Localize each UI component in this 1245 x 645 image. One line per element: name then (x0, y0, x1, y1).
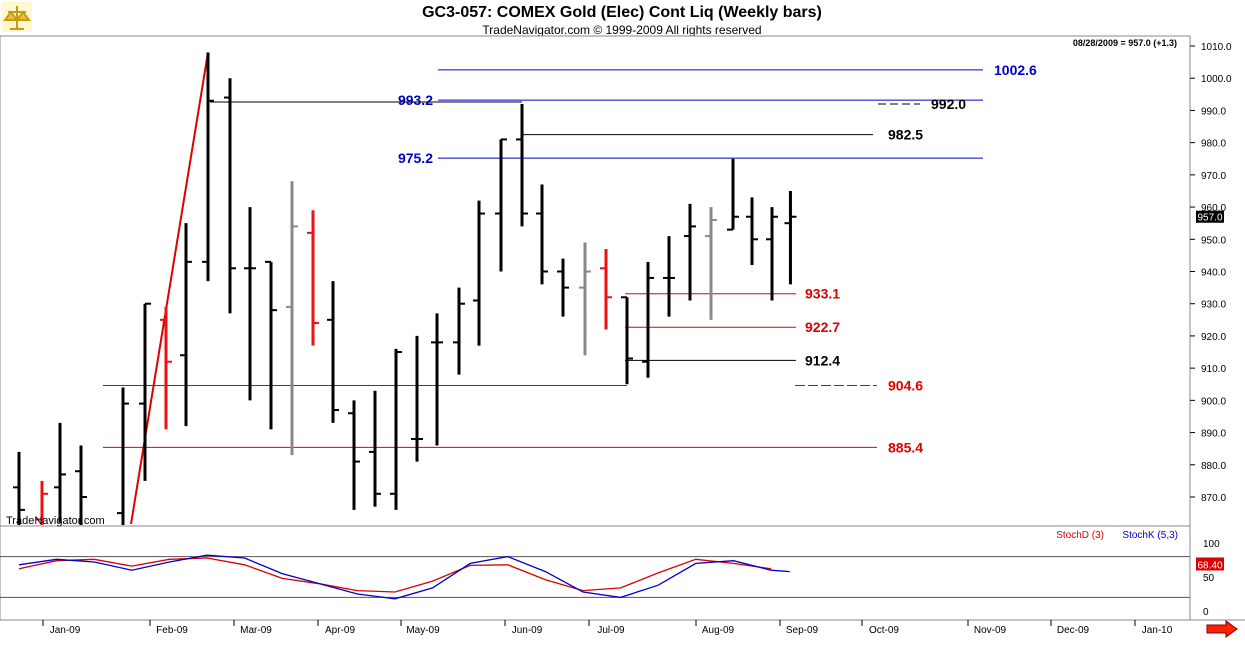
x-tick-label: Jul-09 (597, 625, 625, 636)
x-tick-label: Mar-09 (240, 625, 272, 636)
price-panel: 870.0 880.0 890.0 900.0 910.0 920.0 930.0 940.0… (13, 42, 1232, 636)
level-label: 975.2 (398, 150, 433, 166)
y-tick-label: 990.0 (1201, 106, 1226, 117)
x-tick-label: Apr-09 (325, 625, 355, 636)
stoch-series-line (18, 554, 790, 600)
x-tick-label: Feb-09 (156, 625, 188, 636)
level-label: 933.1 (805, 286, 840, 302)
y-tick-label: 900.0 (1201, 396, 1226, 407)
level-label: 922.7 (805, 319, 840, 335)
x-tick-label: Nov-09 (974, 625, 1007, 636)
level-label: 982.5 (888, 127, 923, 143)
y-tick-label: 1010.0 (1201, 42, 1232, 53)
price-panel-frame (0, 35, 1191, 527)
y-tick-label: 940.0 (1201, 268, 1226, 279)
y-tick-label: 930.0 (1201, 300, 1226, 311)
stoch-panel-frame (0, 525, 1191, 621)
x-tick-label: Jan-09 (50, 625, 81, 636)
logo-scale-icon (2, 2, 32, 32)
level-label: 904.6 (888, 378, 923, 394)
y-tick-label: 960.0 (1201, 203, 1226, 214)
y-tick-label: 870.0 (1201, 493, 1226, 504)
y-tick-label: 970.0 (1201, 171, 1226, 182)
x-tick-label: Sep-09 (786, 625, 819, 636)
x-tick-label: Aug-09 (702, 625, 735, 636)
y-tick-label: 910.0 (1201, 364, 1226, 375)
scroll-right-arrow-icon[interactable] (1206, 620, 1238, 638)
watermark: TradeNavigator.com (6, 515, 105, 527)
level-label: 1002.6 (994, 62, 1037, 78)
level-label: 992.0 (931, 96, 966, 112)
stoch-y-tick-label: 0 (1203, 607, 1209, 618)
y-tick-label: 890.0 (1201, 429, 1226, 440)
x-tick-label: Dec-09 (1057, 625, 1090, 636)
level-label: 993.2 (398, 92, 433, 108)
stoch-y-tick-label: 100 (1203, 539, 1220, 550)
stoch-series-line (18, 557, 772, 593)
trendline (130, 52, 209, 525)
y-tick-label: 880.0 (1201, 461, 1226, 472)
x-tick-label: Jan-10 (1142, 625, 1173, 636)
last-price-tag (1196, 210, 1224, 223)
stoch-panel: 100 50 0 StochD (3) StochK (5,3) 68.40 (0, 530, 1224, 618)
y-tick-label: 950.0 (1201, 235, 1226, 246)
x-tick-label: Jun-09 (512, 625, 543, 636)
stoch-last-label: 68.40 (1197, 560, 1222, 571)
stoch-legend-k: StochK (5,3) (1122, 530, 1178, 541)
y-tick-label: 920.0 (1201, 332, 1226, 343)
x-tick-label: May-09 (406, 625, 440, 636)
x-tick-label: Oct-09 (869, 625, 899, 636)
stoch-legend-d: StochD (3) (1056, 530, 1104, 541)
level-label: 885.4 (888, 439, 923, 455)
y-tick-label: 980.0 (1201, 139, 1226, 150)
y-tick-label: 1000.0 (1201, 74, 1232, 85)
level-label: 912.4 (805, 352, 840, 368)
last-price-label: 957.0 (1197, 213, 1222, 224)
stoch-last-tag (1196, 557, 1224, 571)
chart-title: GC3-057: COMEX Gold (Elec) Cont Liq (Wee… (422, 4, 822, 21)
chart-subtitle: TradeNavigator.com © 1999-2009 All right… (482, 23, 761, 37)
stoch-y-tick-label: 50 (1203, 573, 1215, 584)
last-readout: 08/28/2009 = 957.0 (+1.3) (1073, 38, 1177, 48)
